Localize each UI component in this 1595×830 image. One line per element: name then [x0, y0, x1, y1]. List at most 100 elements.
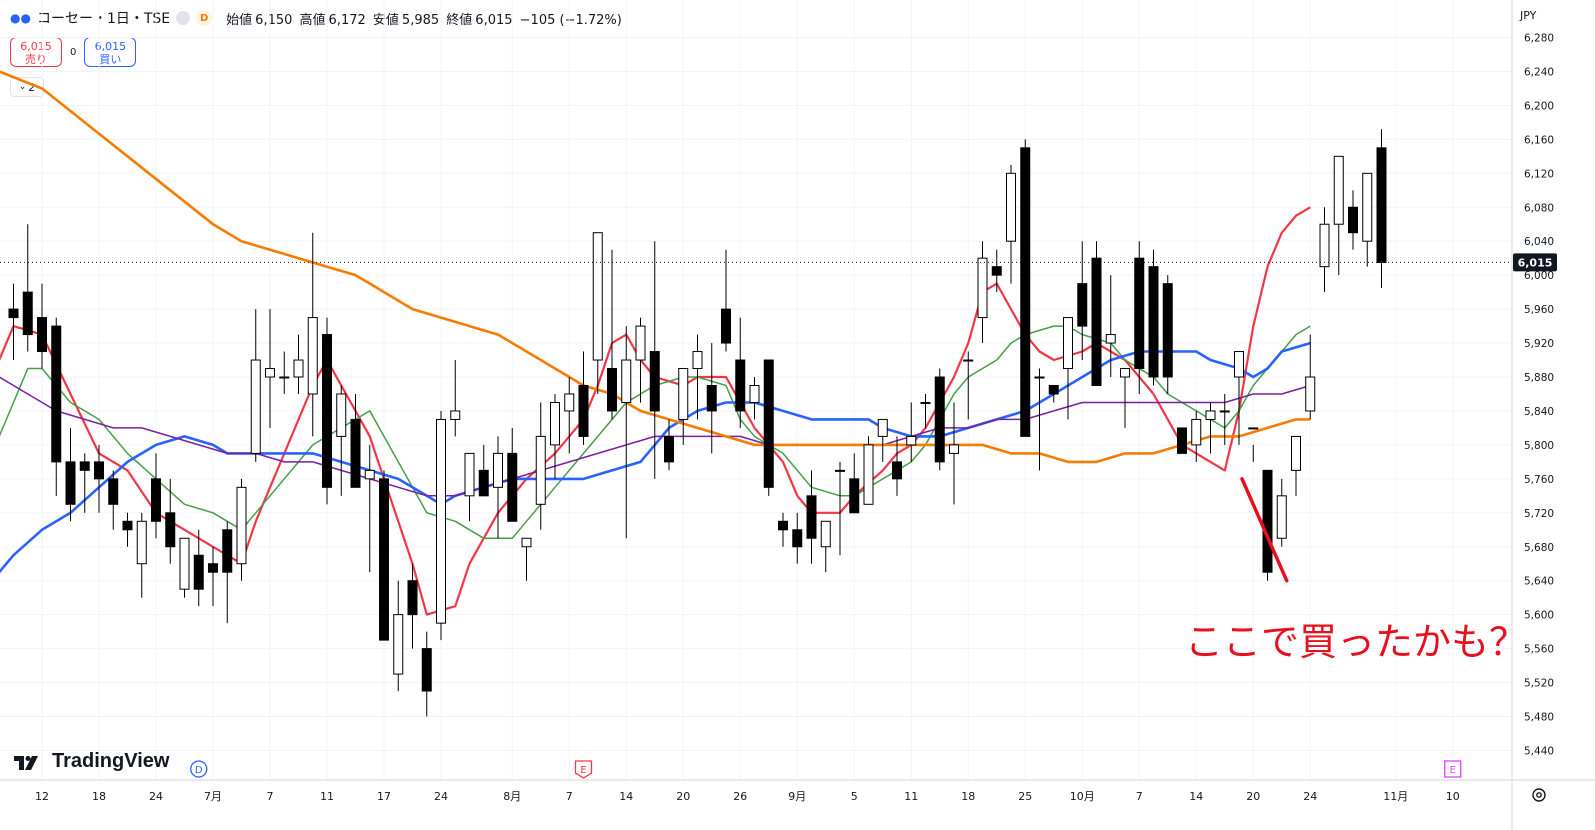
candle-body: [550, 401, 560, 446]
dividend-marker-label: D: [195, 765, 203, 776]
time-tick-label: 18: [961, 790, 975, 803]
tradingview-logo[interactable]: TradingView: [14, 750, 169, 773]
symbol-title[interactable]: コーセー・1日・TSE: [36, 11, 171, 27]
time-tick-label: 5: [851, 790, 858, 803]
candle-body: [293, 359, 304, 378]
candle-body: [934, 376, 945, 463]
price-tick-label: 5,480: [1524, 712, 1554, 724]
dividend-marker-circle: [190, 760, 208, 778]
candle-body: [8, 308, 19, 319]
sell-price: 6,015: [20, 40, 52, 53]
buy-label: 買い: [99, 53, 122, 66]
price-tick-label: 5,440: [1524, 745, 1554, 757]
time-tick-label: 7月: [204, 790, 222, 803]
market-status-dot: [176, 11, 191, 25]
time-tick-label: 14: [619, 790, 633, 803]
last-price-tag: [1513, 253, 1557, 272]
candle-body: [635, 325, 646, 361]
candle-body: [1305, 376, 1316, 412]
earnings-marker-box: [1444, 760, 1462, 778]
open-value: 6,150: [255, 12, 293, 28]
candle-body: [1105, 334, 1116, 344]
candle-body: [407, 580, 418, 616]
candle-body: [906, 435, 917, 446]
candle-body: [564, 393, 575, 412]
candle-body: [151, 478, 161, 522]
candle-body: [1333, 155, 1344, 225]
earnings-marker-label: E: [580, 765, 586, 776]
candle-body: [322, 334, 332, 488]
candle-body: [436, 418, 446, 624]
time-tick-label: 14: [1189, 790, 1203, 803]
candle-body: [877, 418, 888, 437]
candle-body: [1205, 410, 1216, 420]
candle-body: [1148, 266, 1159, 378]
candle-body: [792, 529, 803, 548]
candle-body: [749, 384, 760, 403]
price-tick-label: 5,640: [1524, 576, 1554, 588]
currency-label[interactable]: JPY: [1520, 9, 1537, 22]
candle-body: [165, 512, 176, 548]
candle-body: [122, 520, 133, 531]
price-tick-label: 6,240: [1524, 66, 1554, 78]
buy-button[interactable]: 6,015 買い: [84, 37, 137, 67]
series-ma5-line: [0, 206, 1311, 616]
change-value: −105 (−1.72%): [519, 12, 622, 28]
candle-body: [778, 520, 788, 531]
candle-body: [607, 368, 617, 412]
candle-body: [977, 257, 988, 319]
candle-body: [1091, 257, 1102, 386]
price-tick-label: 5,920: [1524, 338, 1554, 350]
candle-body: [51, 325, 62, 463]
price-tick-label: 6,280: [1524, 33, 1554, 45]
time-tick-label: 11月: [1383, 790, 1408, 803]
candle-body: [507, 452, 518, 522]
candle-body: [1348, 206, 1358, 234]
buy-price: 6,015: [94, 40, 127, 53]
time-tick-label: 18: [92, 790, 106, 803]
candle-body: [920, 401, 931, 404]
candle-body: [521, 537, 532, 548]
close-value: 6,015: [475, 12, 513, 28]
data-source-icon[interactable]: D: [196, 10, 213, 26]
candle-body: [621, 359, 632, 403]
candle-body: [678, 368, 689, 420]
settings-gear-icon[interactable]: [1530, 786, 1548, 804]
annotation-arrow-line: [1240, 477, 1289, 583]
earnings-marker-box: [574, 760, 593, 779]
candle-body: [592, 232, 603, 361]
ohlc-values: 始値 6,150 高値 6,172 安値 5,985 終値 6,015 −105 (−1…: [226, 9, 625, 28]
candle-body: [806, 495, 817, 539]
candle-body: [535, 435, 546, 505]
candle-body: [65, 461, 76, 505]
candle-body: [236, 486, 247, 565]
close-label: 終値: [446, 12, 473, 28]
time-tick-label: 20: [676, 790, 690, 803]
indicators-toggle-button[interactable]: ⌄ 2: [10, 77, 44, 97]
candle-body: [1006, 172, 1016, 242]
price-tick-label: 5,680: [1524, 542, 1554, 554]
price-tick-label: 5,520: [1524, 678, 1554, 690]
price-tick-label: 5,880: [1524, 372, 1554, 384]
candle-body: [1048, 384, 1059, 395]
annotation-text: ここで買ったかも？: [1185, 620, 1527, 664]
open-label: 始値: [226, 12, 253, 28]
earnings-marker-label: E: [1450, 765, 1456, 776]
candle-body: [493, 452, 503, 488]
candle-body: [478, 469, 489, 497]
candle-body: [991, 266, 1002, 276]
candle-body: [336, 393, 347, 437]
candle-body: [863, 444, 874, 505]
candle-body: [393, 614, 404, 675]
candle-body: [364, 469, 375, 480]
dividend-event-marker: D: [190, 760, 208, 778]
candle-body: [1319, 223, 1330, 268]
tradingview-logo-icon: [14, 755, 38, 770]
candle-body: [1234, 351, 1244, 378]
candle-body: [1262, 469, 1273, 573]
candle-body: [350, 418, 361, 488]
candle-body: [179, 537, 190, 590]
candle-body: [1120, 368, 1130, 378]
brand-name: TradingView: [52, 750, 170, 772]
